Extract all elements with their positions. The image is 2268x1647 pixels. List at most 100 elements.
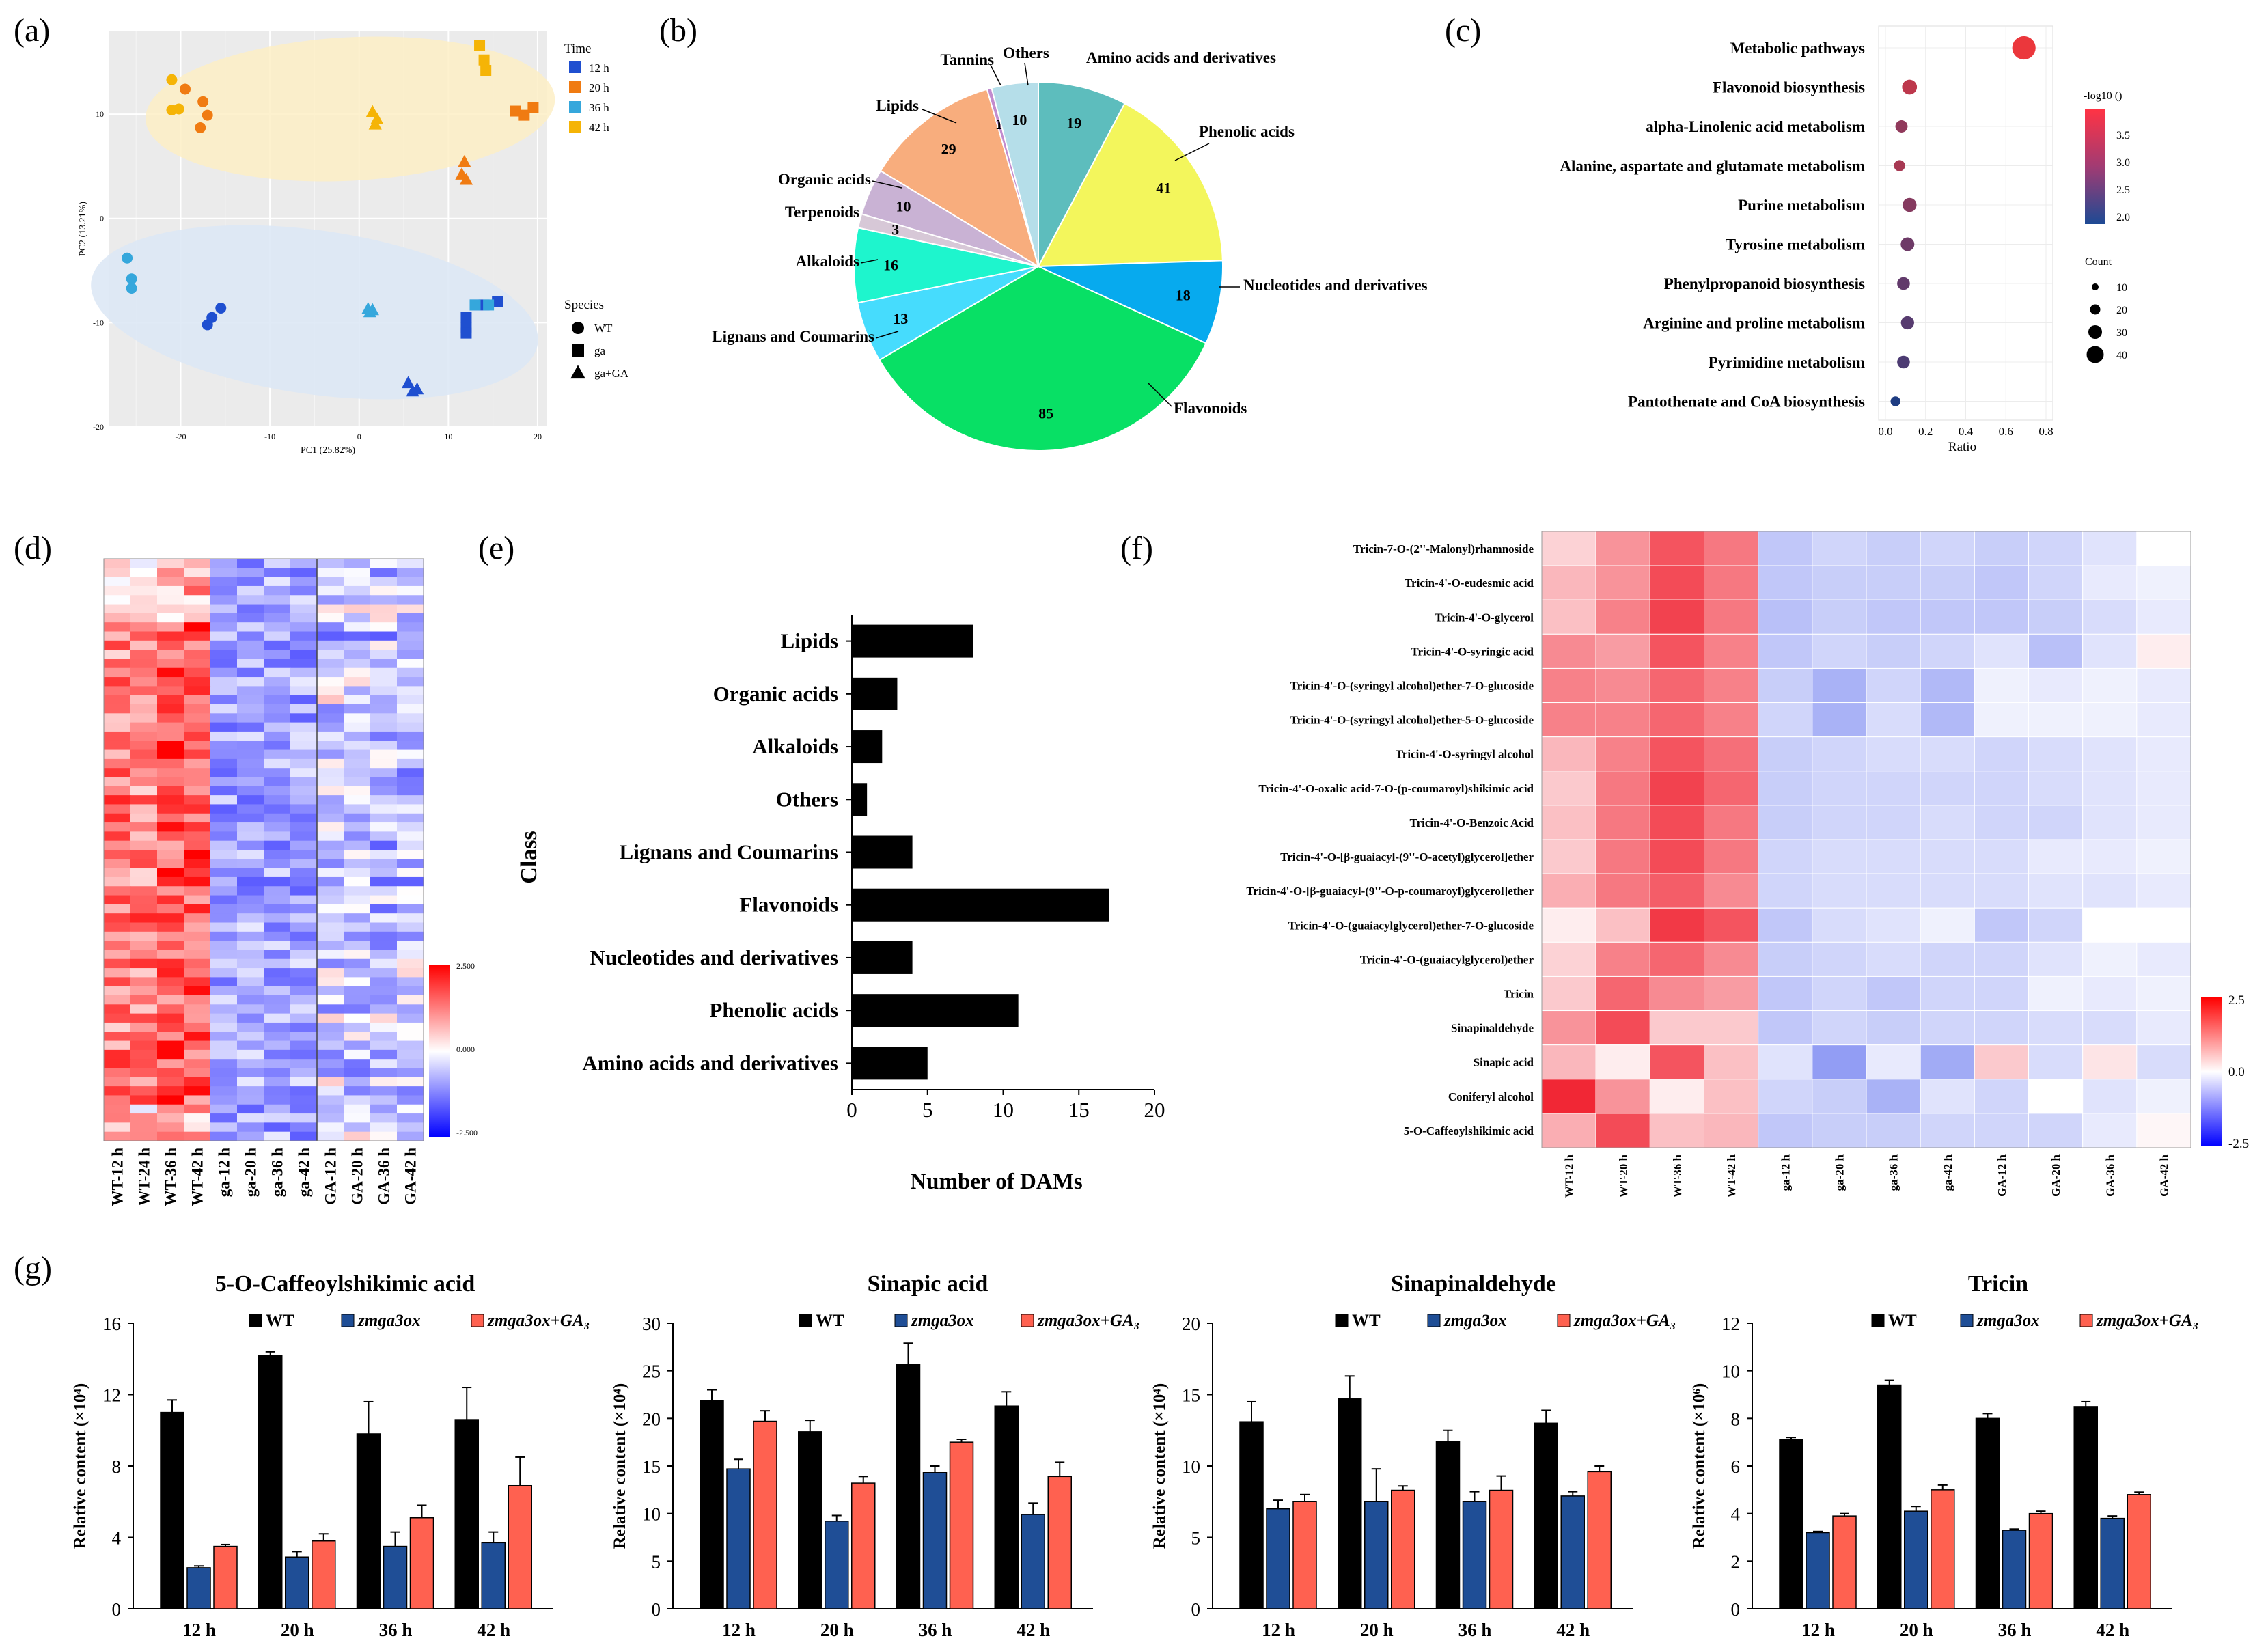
heatmap-d-cell <box>210 977 238 987</box>
heatmap-d-cell <box>344 659 371 669</box>
heatmap-d-cell <box>184 1131 211 1141</box>
heatmap-d-cell <box>290 1013 318 1023</box>
bar-e-category-label: Organic acids <box>713 682 838 706</box>
heatmap-d-cell <box>290 741 318 751</box>
pca-x-tick: 20 <box>534 432 542 441</box>
heatmap-d-cell <box>290 595 318 605</box>
kegg-legend-color-tick: 2.5 <box>2116 184 2130 196</box>
heatmap-d-cell <box>317 850 344 859</box>
pca-y-label: PC2 (13.21%) <box>78 202 88 256</box>
heatmap-d-cell <box>317 749 344 760</box>
heatmap-d-cell <box>344 613 371 623</box>
pie-value-label: 10 <box>1012 111 1027 128</box>
heatmap-d-cell <box>237 1040 264 1051</box>
heatmap-d-cell <box>317 1040 344 1051</box>
heatmap-d-cell <box>210 886 238 896</box>
heatmap-f-cell <box>2028 1113 2084 1148</box>
heatmap-f-cell <box>1974 1010 2029 1046</box>
heatmap-d-cell <box>317 577 344 587</box>
heatmap-d-cell <box>317 1095 344 1105</box>
bar-g-y-tick: 20 <box>1182 1314 1200 1334</box>
kegg-legend-color-tick: 3.0 <box>2116 157 2130 169</box>
heatmap-d-cell <box>344 559 371 568</box>
kegg-legend-size-dot <box>2088 325 2102 339</box>
heatmap-d-cell <box>184 777 211 787</box>
heatmap-d-cell <box>344 822 371 832</box>
heatmap-d-cell <box>130 1059 158 1068</box>
heatmap-d-cell <box>397 659 424 669</box>
heatmap-f-cell <box>1974 531 2029 566</box>
heatmap-f-cell <box>1704 565 1759 600</box>
heatmap-d-cell <box>264 595 291 605</box>
heatmap-f-cell <box>1866 1044 1921 1080</box>
heatmap-d-cell <box>104 1068 131 1078</box>
heatmap-d-cell <box>237 613 264 623</box>
heatmap-d-scale-tick: -2.500 <box>456 1128 478 1137</box>
heatmap-d-cell <box>344 922 371 932</box>
heatmap-d-cell <box>264 713 291 723</box>
bar-g-bar <box>160 1411 184 1609</box>
bar-g-bar <box>1534 1422 1558 1609</box>
heatmap-d-column-label: ga-36 h <box>269 1148 286 1197</box>
heatmap-d-cell <box>104 1122 131 1133</box>
heatmap-f-cell <box>1541 531 1596 566</box>
bar-g-bar <box>1489 1489 1514 1609</box>
pca-point <box>518 109 530 121</box>
heatmap-f-cell <box>1541 1113 1596 1148</box>
heatmap-d-cell <box>344 749 371 760</box>
pie-leader-line <box>872 180 902 189</box>
heatmap-d-cell <box>317 568 344 578</box>
heatmap-d-cell <box>264 631 291 641</box>
heatmap-d-cell <box>317 722 344 732</box>
pca-ellipse-top <box>146 36 555 182</box>
heatmap-d-cell <box>264 686 291 696</box>
heatmap-d-cell <box>104 631 131 641</box>
heatmap-d-cell <box>237 1059 264 1068</box>
heatmap-d-cell <box>210 722 238 732</box>
heatmap-f-cell <box>2028 975 2084 1012</box>
pca-legend-time-swatch <box>569 101 581 113</box>
heatmap-d-cell <box>210 840 238 850</box>
bar-e-category-label: Phenolic acids <box>709 998 838 1022</box>
heatmap-d-cell <box>184 568 211 578</box>
heatmap-f-cell <box>1974 873 2029 909</box>
tricin-heatmap-panel: Tricin-7-O-(2''-Malonyl)rhamnoside Tricin… <box>1246 531 2249 1198</box>
heatmap-f-cell <box>1866 1079 1921 1114</box>
heatmap-d-cell <box>210 1004 238 1014</box>
bar-e-category-label: Lipids <box>781 629 838 653</box>
bar-g-x-tick: 42 h <box>1556 1620 1590 1640</box>
heatmap-d-cell <box>130 1032 158 1042</box>
heatmap-f-row-label: Sinapic acid <box>1474 1056 1534 1069</box>
heatmap-d-cell <box>370 1077 398 1087</box>
heatmap-f-column-label: GA-20 h <box>2049 1154 2062 1196</box>
heatmap-f-row-label: Tricin-4'-O-glycerol <box>1435 611 1534 624</box>
heatmap-f-cell <box>1541 771 1596 806</box>
heatmap-d-cell <box>104 1004 131 1014</box>
heatmap-d-cell <box>184 595 211 605</box>
heatmap-f-row-label: Tricin-4'-O-oxalic acid-7-O-(p-coumaroyl… <box>1258 782 1534 795</box>
heatmap-d-cell <box>157 977 184 987</box>
bar-e-x-tick: 0 <box>846 1098 857 1122</box>
pie-value-label: 16 <box>883 257 898 274</box>
heatmap-d-cell <box>290 876 318 887</box>
heatmap-d-cell <box>344 686 371 696</box>
kegg-bubble <box>1902 197 1917 212</box>
heatmap-d-cell <box>317 667 344 678</box>
heatmap-d-cell <box>370 868 398 878</box>
heatmap-d-cell <box>104 931 131 941</box>
heatmap-d-cell <box>210 604 238 614</box>
pca-x-label: PC1 (25.82%) <box>301 445 355 456</box>
heatmap-f-cell <box>1866 736 1921 772</box>
heatmap-d-cell <box>317 859 344 869</box>
heatmap-d-cell <box>104 1077 131 1087</box>
heatmap-d-cell <box>184 631 211 641</box>
bar-g-legend-label: WT <box>816 1312 844 1330</box>
heatmap-d-cell <box>317 904 344 914</box>
heatmap-d-cell <box>104 622 131 632</box>
bar-g-bar <box>454 1419 479 1609</box>
heatmap-d-cell <box>130 995 158 1005</box>
heatmap-f-row-label: Tricin-4'-O-[β-guaiacyl-(9''-O-acetyl)gl… <box>1280 850 1534 863</box>
bar-e-bar <box>852 624 973 658</box>
dam-heatmap-panel: WT-12 h WT-24 h WT-36 h WT-42 h ga-12 h ga-20… <box>103 558 478 1206</box>
pca-x-tick: -10 <box>264 432 275 441</box>
